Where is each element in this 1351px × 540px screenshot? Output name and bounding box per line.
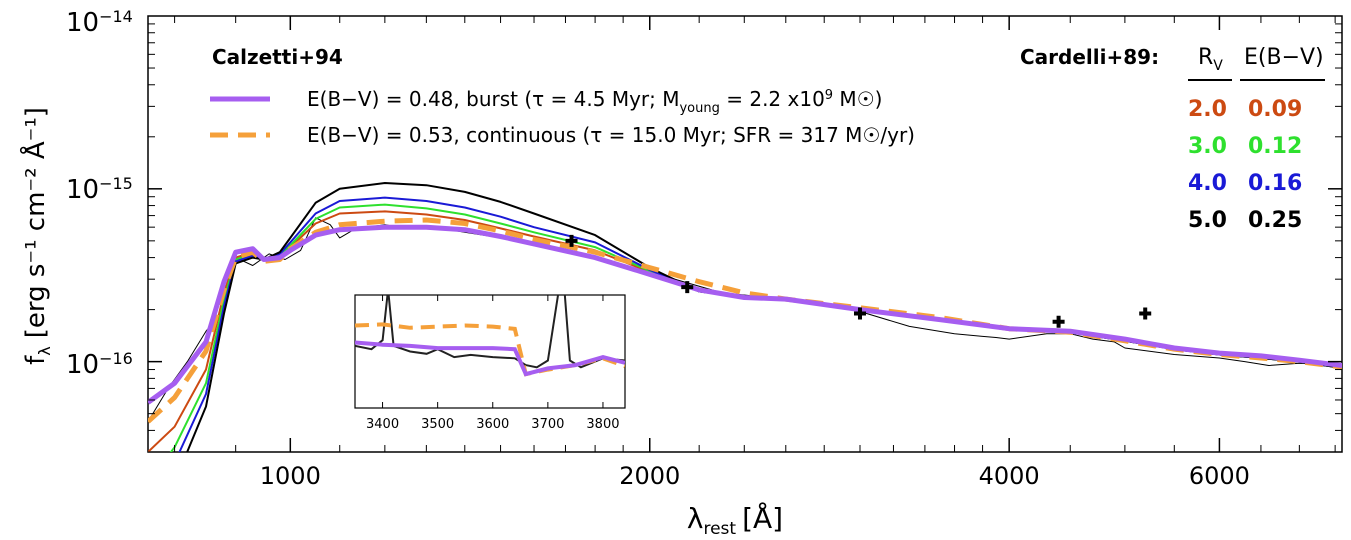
legend-cardelli: Cardelli+89: RV E(B−V) 2.0 0.09 3.0 0.12 4.0… bbox=[1020, 45, 1325, 233]
inset-line-observed bbox=[355, 295, 625, 369]
legend-ebv-value: 0.12 bbox=[1248, 134, 1302, 159]
y-axis-label: fλ[erg s⁻¹ cm⁻² Å⁻¹] bbox=[19, 107, 54, 365]
x-tick-label: 6000 bbox=[1189, 462, 1250, 490]
legend-label-continuous: E(B−V) = 0.53, continuous (τ = 15.0 Myr;… bbox=[307, 123, 915, 147]
legend-title: Cardelli+89: bbox=[1020, 45, 1159, 69]
x-tick-label: 4000 bbox=[979, 462, 1040, 490]
legend-label-burst: E(B−V) = 0.48, burst (τ = 4.5 Myr; Myoun… bbox=[307, 87, 882, 116]
series-line-cardelli-89-rv-2-0 bbox=[148, 210, 1342, 452]
inset-x-tick-label: 3700 bbox=[531, 417, 564, 432]
inset-x-tick-label: 3600 bbox=[476, 417, 509, 432]
legend-rv-value: 5.0 bbox=[1188, 208, 1227, 233]
legend-col-rv: RV bbox=[1198, 45, 1223, 74]
series-line-observed-spectrum bbox=[148, 217, 1342, 422]
ticks-layer bbox=[148, 16, 1342, 453]
photometry-point bbox=[565, 234, 578, 247]
photometry-point bbox=[1052, 315, 1065, 328]
inset-x-tick-label: 3500 bbox=[421, 417, 454, 432]
inset-plot: 3400 3500 3600 3700 3800 bbox=[354, 294, 626, 432]
inset-frame bbox=[354, 294, 626, 409]
legend-ebv-value: 0.25 bbox=[1248, 208, 1302, 233]
legend-rv-value: 4.0 bbox=[1188, 171, 1227, 196]
y-tick-label: 10−14 bbox=[66, 7, 133, 39]
plot-frame bbox=[147, 15, 1343, 453]
series-line-calzetti-94-burst bbox=[148, 224, 1342, 405]
series-line-calzetti-94-continuous bbox=[148, 217, 1342, 424]
legend-ebv-value: 0.09 bbox=[1248, 97, 1302, 122]
legend-ebv-value: 0.16 bbox=[1248, 171, 1302, 196]
x-tick-label: 1000 bbox=[260, 462, 321, 490]
series-layer bbox=[148, 182, 1342, 452]
photometry-point bbox=[853, 307, 866, 320]
photometry-point bbox=[1139, 307, 1152, 320]
inset-line-burst bbox=[355, 340, 625, 377]
x-tick-label: 2000 bbox=[619, 462, 680, 490]
legend-rv-value: 2.0 bbox=[1188, 97, 1227, 122]
legend-calzetti: Calzetti+94 E(B−V) = 0.48, burst (τ = 4.… bbox=[210, 45, 915, 147]
x-axis-label: λrest [Å] bbox=[687, 501, 783, 539]
inset-x-tick-label: 3400 bbox=[366, 417, 399, 432]
y-tick-labels: 10−14 10−15 10−16 bbox=[66, 7, 133, 381]
photometry-point bbox=[681, 281, 694, 294]
inset-x-tick-label: 3800 bbox=[586, 417, 619, 432]
x-tick-labels: 1000 2000 4000 6000 bbox=[260, 462, 1250, 490]
legend-col-ebv: E(B−V) bbox=[1244, 45, 1324, 70]
legend-rv-value: 3.0 bbox=[1188, 134, 1227, 159]
y-tick-label: 10−16 bbox=[66, 349, 133, 381]
y-tick-label: 10−15 bbox=[66, 174, 133, 206]
inset-line-continuous bbox=[355, 322, 625, 377]
legend-title: Calzetti+94 bbox=[212, 45, 343, 69]
